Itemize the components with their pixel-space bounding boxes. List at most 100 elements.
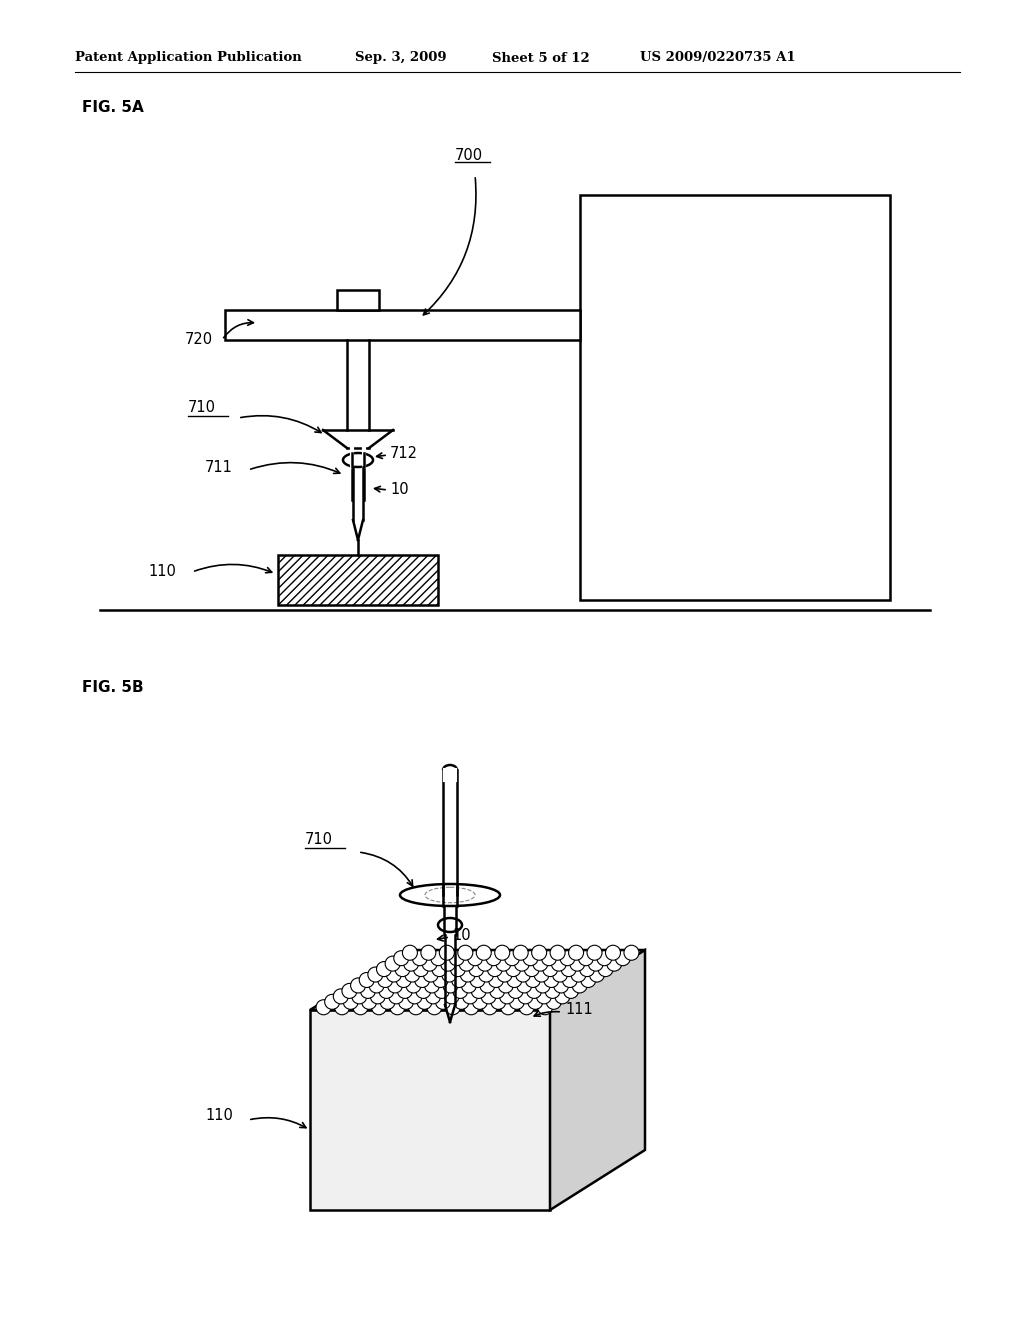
Circle shape	[508, 983, 523, 998]
Circle shape	[554, 978, 568, 993]
Circle shape	[571, 968, 586, 982]
Text: US 2009/0220735 A1: US 2009/0220735 A1	[640, 51, 796, 65]
Circle shape	[505, 950, 519, 966]
Circle shape	[441, 968, 457, 982]
Text: 711: 711	[205, 461, 232, 475]
Circle shape	[507, 973, 522, 987]
Circle shape	[580, 961, 595, 977]
Ellipse shape	[400, 884, 500, 906]
Circle shape	[379, 983, 394, 998]
Text: 700: 700	[455, 148, 483, 162]
Circle shape	[423, 968, 438, 982]
Circle shape	[378, 973, 392, 987]
Circle shape	[385, 956, 400, 972]
Circle shape	[413, 950, 427, 966]
Circle shape	[342, 983, 357, 998]
Circle shape	[487, 961, 503, 977]
Circle shape	[434, 983, 450, 998]
Circle shape	[371, 989, 385, 1005]
Circle shape	[523, 950, 538, 966]
Circle shape	[468, 950, 482, 966]
Circle shape	[579, 950, 593, 966]
Circle shape	[569, 956, 585, 972]
Circle shape	[443, 978, 458, 993]
Circle shape	[509, 994, 524, 1010]
Circle shape	[532, 956, 548, 972]
Bar	[225, 310, 580, 341]
Circle shape	[459, 956, 474, 972]
Circle shape	[422, 956, 437, 972]
Circle shape	[463, 989, 477, 1005]
Circle shape	[550, 945, 565, 960]
Circle shape	[624, 945, 639, 960]
Circle shape	[334, 989, 348, 1005]
Circle shape	[555, 989, 570, 1005]
Circle shape	[518, 989, 532, 1005]
Circle shape	[451, 961, 465, 977]
Circle shape	[499, 978, 513, 993]
Circle shape	[551, 956, 566, 972]
Circle shape	[409, 999, 423, 1015]
Circle shape	[495, 945, 510, 960]
Text: Sheet 5 of 12: Sheet 5 of 12	[492, 51, 590, 65]
Circle shape	[513, 945, 528, 960]
Circle shape	[542, 950, 556, 966]
Text: 710: 710	[305, 833, 333, 847]
Circle shape	[458, 945, 473, 960]
Circle shape	[538, 999, 553, 1015]
Circle shape	[471, 983, 486, 998]
Circle shape	[605, 945, 621, 960]
Circle shape	[377, 961, 391, 977]
Circle shape	[572, 978, 587, 993]
Circle shape	[590, 968, 604, 982]
Circle shape	[404, 968, 420, 982]
Circle shape	[387, 978, 402, 993]
Circle shape	[439, 945, 455, 960]
Circle shape	[435, 994, 451, 1010]
Circle shape	[343, 994, 358, 1010]
Circle shape	[587, 945, 602, 960]
Circle shape	[560, 950, 574, 966]
Bar	[310, 1010, 550, 1210]
Circle shape	[561, 961, 577, 977]
Text: 110: 110	[148, 565, 176, 579]
Text: 720: 720	[185, 333, 213, 347]
Circle shape	[497, 968, 512, 982]
Circle shape	[480, 978, 495, 993]
Text: FIG. 5A: FIG. 5A	[82, 100, 143, 115]
Circle shape	[562, 973, 578, 987]
Circle shape	[415, 973, 430, 987]
Text: 111: 111	[565, 1002, 593, 1018]
Circle shape	[464, 999, 479, 1015]
Circle shape	[395, 961, 410, 977]
Circle shape	[421, 945, 436, 960]
Circle shape	[501, 999, 516, 1015]
Circle shape	[470, 973, 485, 987]
Circle shape	[615, 950, 631, 966]
Circle shape	[403, 956, 419, 972]
Circle shape	[335, 999, 349, 1015]
Circle shape	[519, 999, 535, 1015]
Circle shape	[369, 978, 384, 993]
Circle shape	[432, 961, 446, 977]
Circle shape	[469, 961, 483, 977]
Circle shape	[408, 989, 422, 1005]
Circle shape	[396, 973, 412, 987]
Circle shape	[462, 978, 476, 993]
Bar	[337, 290, 379, 310]
Circle shape	[440, 956, 456, 972]
Circle shape	[524, 961, 540, 977]
Circle shape	[526, 983, 542, 998]
Text: 10: 10	[452, 928, 471, 942]
Polygon shape	[310, 950, 645, 1010]
Circle shape	[500, 989, 514, 1005]
Circle shape	[445, 999, 460, 1015]
Circle shape	[544, 973, 559, 987]
Circle shape	[514, 956, 529, 972]
Circle shape	[390, 999, 404, 1015]
Circle shape	[568, 945, 584, 960]
Circle shape	[353, 999, 368, 1015]
Circle shape	[489, 983, 505, 998]
Circle shape	[397, 983, 413, 998]
Circle shape	[406, 978, 421, 993]
